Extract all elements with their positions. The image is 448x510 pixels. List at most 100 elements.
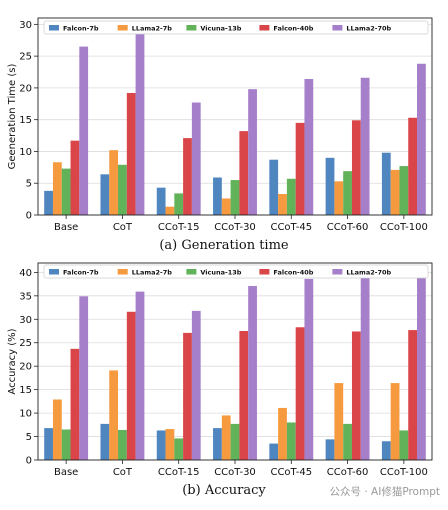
y-tick-label: 10	[19, 147, 32, 158]
y-tick-label: 30	[19, 20, 32, 31]
bar-llama2-7b-ccot-100	[390, 169, 400, 215]
legend-label: LLama2-7b	[132, 24, 173, 32]
legend-label: Falcon-40b	[273, 24, 313, 32]
legend-label: Vicuna-13b	[200, 268, 241, 276]
caption-generation-time: (a) Generation time	[159, 238, 289, 253]
bar-llama2-70b-ccot-45	[304, 79, 314, 215]
y-axis-label: Accuracy (%)	[7, 328, 18, 394]
legend: Falcon-7b LLama2-7b Vicuna-13b Falcon-40b LL…	[43, 264, 429, 279]
bar-falcon-40b-base	[70, 348, 80, 460]
legend-label: LLama2-70b	[346, 268, 391, 276]
bar-llama2-70b-cot	[135, 291, 145, 460]
bar-falcon-40b-ccot-60	[351, 120, 361, 215]
y-tick-label: 20	[19, 83, 32, 94]
y-tick-label: 10	[19, 409, 32, 420]
y-tick-label: 40	[19, 268, 32, 279]
bar-falcon-7b-ccot-60	[325, 439, 335, 460]
legend-swatch	[332, 269, 343, 275]
watermark-text: 公众号 · AI修猫Prompt	[329, 486, 440, 498]
bar-vicuna-13b-base	[61, 168, 71, 215]
bar-vicuna-13b-ccot-30	[230, 423, 240, 460]
bar-llama2-7b-ccot-15	[165, 429, 175, 460]
bar-llama2-70b-ccot-60	[360, 273, 370, 460]
bar-llama2-7b-cot	[109, 150, 119, 215]
x-tick-label: CCoT-45	[270, 467, 312, 478]
legend-swatch	[117, 269, 128, 275]
legend-swatch	[332, 25, 343, 31]
bar-falcon-7b-ccot-15	[156, 187, 166, 215]
x-tick-label: CCoT-100	[380, 222, 428, 233]
bar-llama2-70b-ccot-60	[360, 77, 370, 216]
legend-label: LLama2-70b	[346, 24, 391, 32]
bar-falcon-40b-ccot-30	[239, 331, 249, 460]
y-tick-label: 5	[26, 179, 32, 190]
plot-frame	[37, 17, 433, 216]
x-tick-label: CCoT-30	[214, 467, 256, 478]
bar-falcon-7b-ccot-45	[269, 159, 279, 215]
bar-vicuna-13b-base	[61, 429, 71, 460]
bar-falcon-40b-ccot-45	[295, 122, 305, 215]
bar-falcon-40b-ccot-60	[351, 331, 361, 460]
x-tick-label: CCoT-15	[158, 467, 200, 478]
legend-swatch	[259, 269, 270, 275]
bar-llama2-70b-ccot-15	[191, 310, 201, 460]
bar-llama2-70b-ccot-100	[417, 269, 426, 460]
bar-falcon-7b-base	[44, 428, 53, 460]
bar-falcon-40b-ccot-100	[408, 117, 418, 215]
y-tick-label: 0	[26, 211, 32, 222]
bar-falcon-7b-ccot-30	[213, 177, 222, 215]
bar-vicuna-13b-ccot-15	[174, 193, 184, 215]
bar-falcon-40b-cot	[126, 92, 136, 215]
bar-falcon-7b-ccot-100	[381, 152, 391, 215]
bar-vicuna-13b-ccot-30	[230, 180, 240, 215]
bar-vicuna-13b-ccot-45	[286, 422, 296, 460]
bar-vicuna-13b-ccot-60	[343, 423, 352, 460]
y-tick-label: 30	[19, 315, 32, 326]
bar-vicuna-13b-cot	[118, 164, 127, 215]
bar-falcon-7b-ccot-15	[156, 430, 166, 460]
plot-frame	[37, 262, 433, 461]
bar-llama2-70b-ccot-30	[248, 89, 257, 215]
bar-llama2-7b-ccot-45	[278, 194, 287, 215]
bar-falcon-40b-ccot-15	[183, 138, 192, 215]
legend-label: Falcon-7b	[63, 268, 99, 276]
x-tick-label: CCoT-30	[214, 222, 256, 233]
bar-llama2-70b-base	[79, 46, 89, 216]
legend-swatch	[186, 269, 197, 275]
bar-falcon-40b-ccot-30	[239, 131, 249, 215]
x-tick-label: CCoT-60	[327, 222, 369, 233]
y-tick-label: 20	[19, 362, 32, 373]
bar-vicuna-13b-ccot-100	[399, 166, 409, 215]
x-tick-label: CCoT-45	[270, 222, 312, 233]
bar-vicuna-13b-ccot-45	[286, 178, 296, 215]
bar-falcon-7b-ccot-45	[269, 443, 279, 460]
legend: Falcon-7b LLama2-7b Vicuna-13b Falcon-40b LL…	[43, 20, 429, 35]
x-tick-label: CoT	[113, 222, 133, 233]
bar-llama2-7b-ccot-45	[278, 407, 287, 460]
bar-falcon-40b-base	[70, 140, 80, 215]
bar-llama2-7b-ccot-60	[334, 181, 344, 215]
bar-llama2-70b-ccot-45	[304, 278, 314, 460]
bar-llama2-70b-ccot-100	[417, 63, 426, 215]
x-tick-label: CCoT-60	[327, 467, 369, 478]
bar-llama2-7b-base	[52, 399, 62, 460]
generation-time-chart: 0 5 10 15 20 25 30 Base CoT CCoT-15 CCoT-30 CCoT-45…	[7, 17, 433, 233]
y-tick-label: 35	[19, 291, 32, 302]
bar-llama2-7b-cot	[109, 370, 119, 460]
legend-box	[43, 20, 429, 35]
x-tick-label: CoT	[113, 467, 133, 478]
caption-accuracy: (b) Accuracy	[182, 483, 266, 498]
bar-llama2-70b-ccot-15	[191, 102, 201, 215]
bar-falcon-7b-cot	[100, 174, 110, 215]
legend-label: Falcon-7b	[63, 24, 99, 32]
legend-label: Falcon-40b	[273, 268, 313, 276]
x-tick-label: CCoT-100	[380, 467, 428, 478]
bar-llama2-7b-ccot-15	[165, 206, 175, 215]
y-tick-label: 15	[19, 115, 32, 126]
bar-falcon-40b-cot	[126, 311, 136, 460]
legend-swatch	[259, 25, 270, 31]
legend-label: LLama2-7b	[132, 268, 173, 276]
legend-box	[43, 264, 429, 279]
bar-vicuna-13b-ccot-100	[399, 430, 409, 460]
y-tick-label: 25	[19, 52, 32, 63]
